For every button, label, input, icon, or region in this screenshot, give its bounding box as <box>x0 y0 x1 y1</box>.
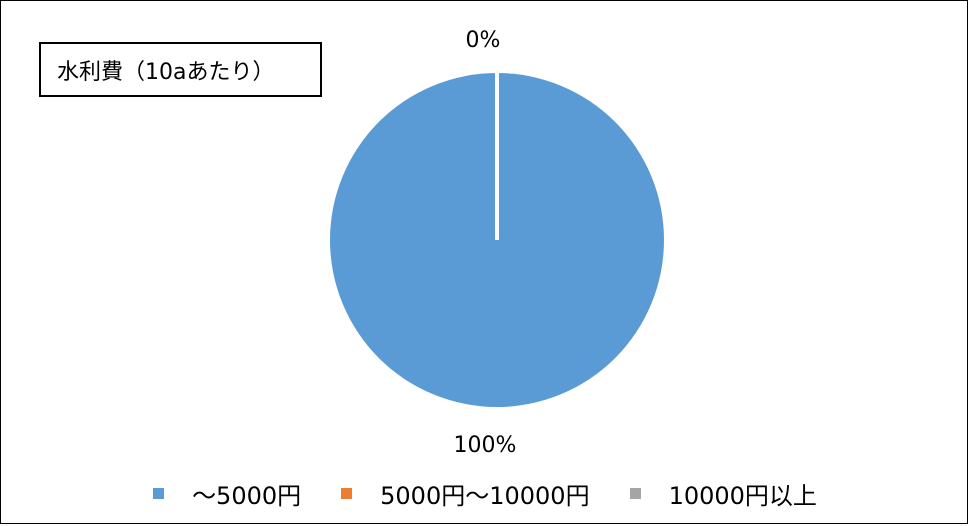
legend-label-0: ～5000円 <box>192 481 302 510</box>
legend-swatch-2 <box>629 487 641 499</box>
legend-item-1: 5000円～10000円 <box>341 476 590 511</box>
chart-legend: ～5000円 5000円～10000円 10000円以上 <box>1 473 969 513</box>
legend-label-2: 10000円以上 <box>668 481 817 510</box>
chart-title-box: 水利費（10aあたり） <box>39 42 322 97</box>
pie-chart: 0% 100% <box>330 28 664 458</box>
legend-item-0: ～5000円 <box>153 476 301 511</box>
legend-swatch-0 <box>153 487 165 499</box>
data-label-0: 100% <box>454 433 517 458</box>
data-label-1: 0% <box>466 28 501 53</box>
legend-swatch-1 <box>341 487 353 499</box>
legend-item-2: 10000円以上 <box>629 476 817 511</box>
legend-label-1: 5000円～10000円 <box>380 481 590 510</box>
chart-title: 水利費（10aあたり） <box>57 59 275 85</box>
